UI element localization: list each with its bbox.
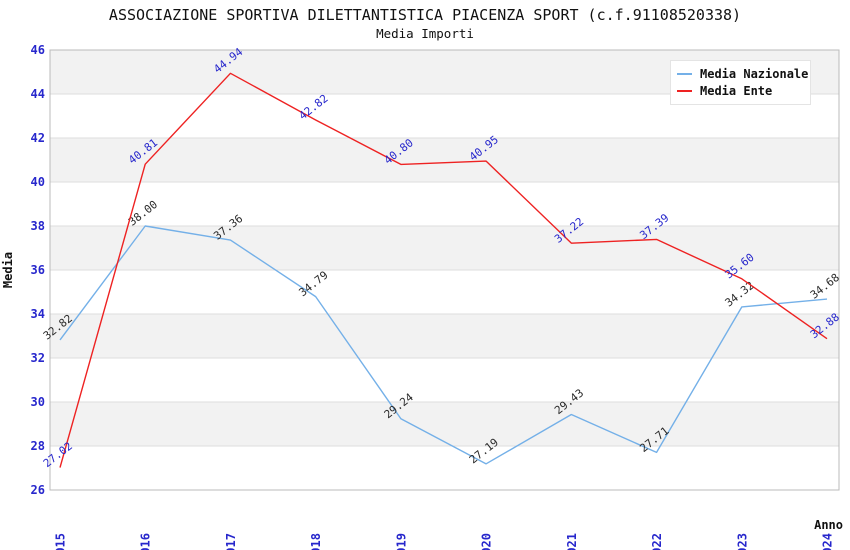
- series-line-media-ente: [59, 72, 828, 468]
- x-tick-label: 2016: [139, 533, 153, 550]
- chart-subtitle: Media Importi: [376, 26, 474, 41]
- media-ente-line-swatch: [677, 89, 692, 92]
- y-tick-label: 38: [31, 219, 45, 233]
- y-tick-label: 34: [31, 307, 45, 321]
- y-tick-label: 46: [31, 43, 45, 57]
- legend-label-media-ente: Media Ente: [700, 83, 773, 98]
- y-axis-title: Media: [1, 252, 15, 288]
- media-nazionale-line-swatch: [677, 72, 692, 75]
- legend-item-media-ente: Media Ente: [677, 82, 804, 99]
- y-tick-label: 32: [31, 351, 45, 365]
- y-tick-label: 26: [31, 483, 45, 497]
- x-tick-label: 2022: [650, 533, 664, 550]
- x-axis-title: Anno: [814, 518, 843, 532]
- x-tick-label: 2015: [54, 533, 68, 550]
- x-tick-label: 2019: [394, 533, 408, 550]
- y-tick-label: 42: [31, 131, 45, 145]
- x-tick-label: 2018: [309, 533, 323, 550]
- data-point-label: 34.68: [808, 271, 842, 302]
- plot-band: [50, 138, 839, 182]
- data-point-label: 34.32: [723, 279, 757, 310]
- legend-item-media-nazionale: Media Nazionale: [677, 65, 808, 82]
- x-tick-label: 2020: [480, 533, 494, 550]
- y-tick-label: 30: [31, 395, 45, 409]
- series-line-media-nazionale: [59, 225, 828, 465]
- data-point-label: 42.82: [296, 92, 330, 123]
- legend: Media Nazionale Media Ente: [670, 60, 811, 105]
- legend-label-media-nazionale: Media Nazionale: [700, 66, 809, 81]
- chart-title: ASSOCIAZIONE SPORTIVA DILETTANTISTICA PI…: [108, 6, 742, 24]
- y-tick-label: 44: [31, 87, 45, 101]
- y-tick-label: 28: [31, 439, 45, 453]
- plot-band: [50, 314, 839, 358]
- x-tick-label: 2023: [735, 533, 749, 550]
- plot-border: [49, 49, 840, 491]
- x-tick-label: 2021: [565, 533, 579, 550]
- x-tick-label: 2024: [821, 533, 835, 550]
- x-tick-label: 2017: [224, 533, 238, 550]
- y-tick-label: 40: [31, 175, 45, 189]
- plot-band: [50, 402, 839, 446]
- plot-band: [50, 226, 839, 270]
- y-tick-label: 36: [31, 263, 45, 277]
